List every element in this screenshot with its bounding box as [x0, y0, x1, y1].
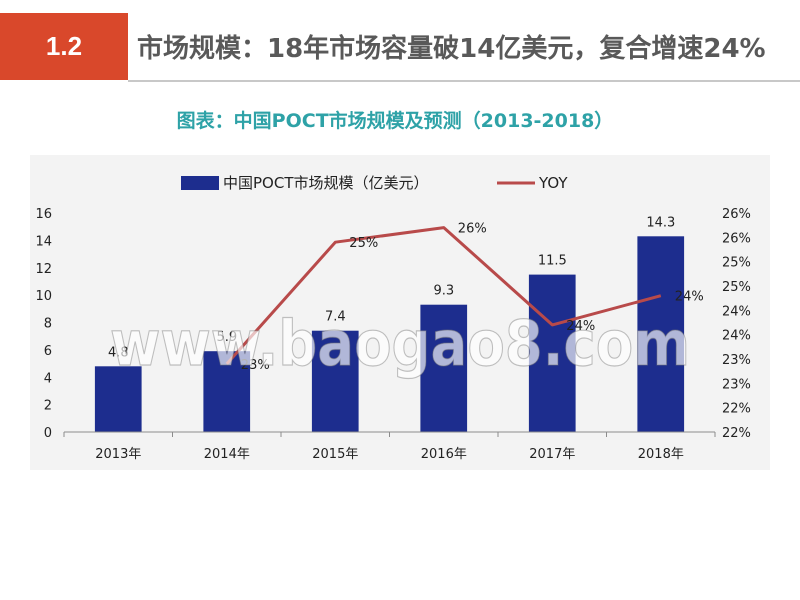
y-right-tick-label: 23% — [722, 353, 751, 368]
yoy-value-label: 24% — [566, 319, 595, 334]
y-left-tick-label: 6 — [44, 344, 52, 359]
market-size-value-label: 5.9 — [216, 330, 237, 345]
y-right-tick-label: 25% — [722, 280, 751, 295]
y-left-tick-label: 0 — [44, 426, 52, 441]
y-right-tick-label: 26% — [722, 207, 751, 222]
market-size-bar — [94, 366, 142, 432]
x-tick-label: 2013年 — [95, 447, 141, 462]
y-left-tick-label: 8 — [44, 317, 52, 332]
y-right-tick-label: 22% — [722, 402, 751, 417]
x-tick-label: 2015年 — [312, 447, 358, 462]
market-size-bar — [311, 330, 359, 432]
legend-label-line: YOY — [538, 174, 568, 192]
y-left-tick-label: 10 — [35, 289, 52, 304]
y-right-tick-label: 25% — [722, 256, 751, 271]
market-size-value-label: 14.3 — [646, 215, 675, 230]
market-size-value-label: 4.8 — [108, 345, 129, 360]
market-size-bar — [203, 351, 251, 432]
y-left-tick-label: 16 — [35, 207, 52, 222]
y-left-tick-label: 4 — [44, 371, 52, 386]
x-tick-label: 2018年 — [638, 447, 684, 462]
x-tick-label: 2017年 — [529, 447, 575, 462]
y-right-tick-label: 26% — [722, 231, 751, 246]
market-size-bar — [637, 236, 685, 432]
x-tick-label: 2016年 — [421, 447, 467, 462]
market-size-value-label: 7.4 — [325, 310, 346, 325]
market-size-value-label: 11.5 — [538, 254, 567, 269]
market-size-value-label: 9.3 — [433, 284, 454, 299]
y-right-tick-label: 23% — [722, 377, 751, 392]
chart-canvas: 中国POCT市场规模（亿美元） YOY 0 2 4 6 8 10 12 14 16 22% 22% 2… — [35, 174, 750, 462]
chart-caption: 图表：中国POCT市场规模及预测（2013-2018） — [176, 110, 614, 132]
y-right-tick-label: 22% — [722, 426, 751, 441]
y-left-tick-label: 12 — [35, 262, 52, 277]
section-number: 1.2 — [45, 31, 83, 61]
legend: 中国POCT市场规模（亿美元） YOY — [181, 174, 568, 192]
chart: 中国POCT市场规模（亿美元） YOY 0 2 4 6 8 10 12 14 16 22% 22% 2… — [30, 155, 770, 470]
title-divider — [128, 80, 800, 82]
yoy-value-label: 24% — [675, 290, 704, 305]
y-right-tick-label: 24% — [722, 329, 751, 344]
legend-label-bar: 中国POCT市场规模（亿美元） — [223, 174, 429, 192]
plot-area: 0 2 4 6 8 10 12 14 16 22% 22% 23% 23% 24% 24% 25% 25% 26%… — [35, 207, 750, 462]
watermark: www.baogao8.com — [110, 307, 690, 380]
market-size-bar — [420, 304, 468, 432]
yoy-line — [225, 226, 662, 365]
x-tick-label: 2014年 — [204, 447, 250, 462]
legend-swatch-bar — [181, 176, 219, 190]
yoy-value-label: 26% — [458, 222, 487, 237]
y-left-tick-label: 2 — [44, 399, 52, 414]
y-right-tick-label: 24% — [722, 304, 751, 319]
y-left-tick-label: 14 — [35, 234, 52, 249]
yoy-value-label: 25% — [349, 236, 378, 251]
slide-title: 市场规模：18年市场容量破14亿美元，复合增速24% — [137, 34, 766, 64]
section-number-badge: 1.2 — [0, 13, 128, 80]
yoy-value-label: 23% — [241, 358, 270, 373]
market-size-bar — [528, 274, 576, 432]
